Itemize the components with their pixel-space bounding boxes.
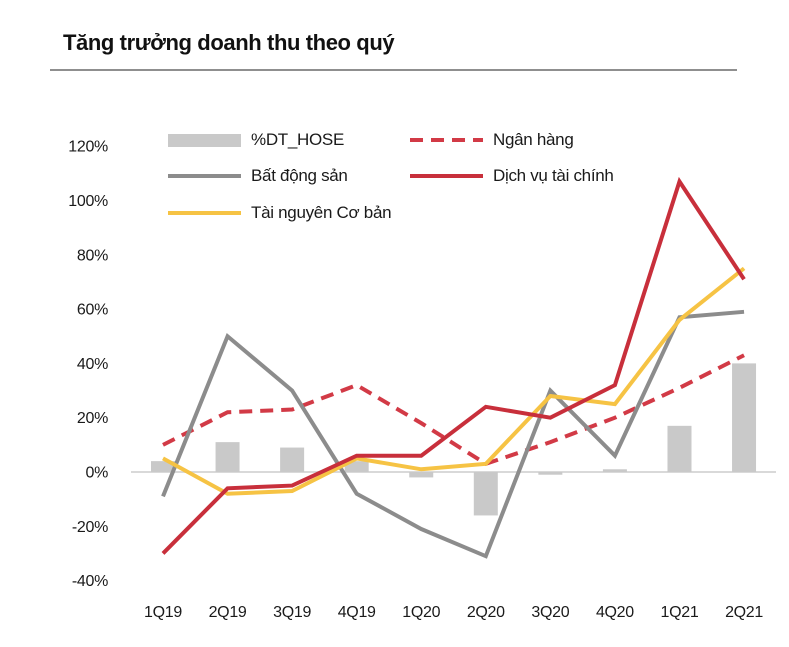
- title-divider: [50, 69, 737, 71]
- line-dashed-series-1: [162, 353, 745, 467]
- y-tick-label: 100%: [68, 193, 108, 210]
- legend-label: Tài nguyên Cơ bản: [251, 203, 392, 222]
- y-tick-label: -20%: [72, 519, 108, 536]
- legend-swatch-gray-line: [168, 174, 241, 178]
- bar-3Q19: [280, 447, 305, 472]
- x-axis-label: 3Q19: [273, 604, 311, 621]
- line-series-4: [162, 266, 746, 496]
- bar-1Q20: [409, 472, 434, 478]
- bar-2Q19: [215, 442, 240, 472]
- bar-4Q19: [344, 461, 369, 472]
- legend-swatch-bar: [168, 133, 241, 147]
- x-axis-label: 2Q20: [467, 604, 505, 621]
- legend-item-dt-hose: %DT_HOSE: [168, 130, 344, 150]
- legend-swatch-yellow-line: [168, 211, 241, 215]
- y-tick-label: 40%: [77, 356, 108, 373]
- legend-item-tai-nguyen-co-ban: Tài nguyên Cơ bản: [168, 203, 392, 223]
- line-series-2: [161, 309, 745, 559]
- x-axis-label: 2Q19: [209, 604, 247, 621]
- y-tick-label: 120%: [68, 139, 108, 156]
- bar-2Q20: [473, 472, 498, 516]
- x-axis-label: 1Q19: [144, 604, 182, 621]
- bar-1Q21: [667, 425, 692, 472]
- x-axis-label: 1Q21: [661, 604, 699, 621]
- y-tick-label: 0%: [85, 465, 108, 482]
- legend-swatch-dashed-line: [410, 138, 483, 142]
- bar-2Q21: [732, 363, 757, 472]
- x-axis-label: 2Q21: [725, 604, 763, 621]
- legend-item-ngan-hang: Ngân hàng: [410, 130, 574, 150]
- legend-label: %DT_HOSE: [251, 130, 345, 149]
- y-tick-label: 20%: [77, 410, 108, 427]
- bar-4Q20: [602, 469, 627, 472]
- x-axis-label: 1Q20: [402, 604, 440, 621]
- y-tick-label: 60%: [77, 302, 108, 319]
- x-axis-label: 3Q20: [531, 604, 569, 621]
- x-axis-label: 4Q19: [338, 604, 376, 621]
- line-series-3: [161, 176, 746, 555]
- x-axis-label: 4Q20: [596, 604, 634, 621]
- y-tick-label: 80%: [77, 247, 108, 264]
- legend-label: Dịch vụ tài chính: [493, 166, 614, 185]
- chart-title: Tăng trưởng doanh thu theo quý: [63, 30, 395, 55]
- bar-1Q19: [151, 461, 175, 472]
- legend-label: Bất động sản: [251, 166, 348, 185]
- legend-swatch-red-line: [410, 174, 483, 178]
- legend-label: Ngân hàng: [493, 130, 574, 149]
- legend-item-bat-dong-san: Bất động sản: [168, 166, 348, 186]
- bar-3Q20: [538, 472, 563, 475]
- legend-item-dich-vu-tai-chinh: Dịch vụ tài chính: [410, 166, 614, 186]
- y-tick-label: -40%: [72, 573, 108, 590]
